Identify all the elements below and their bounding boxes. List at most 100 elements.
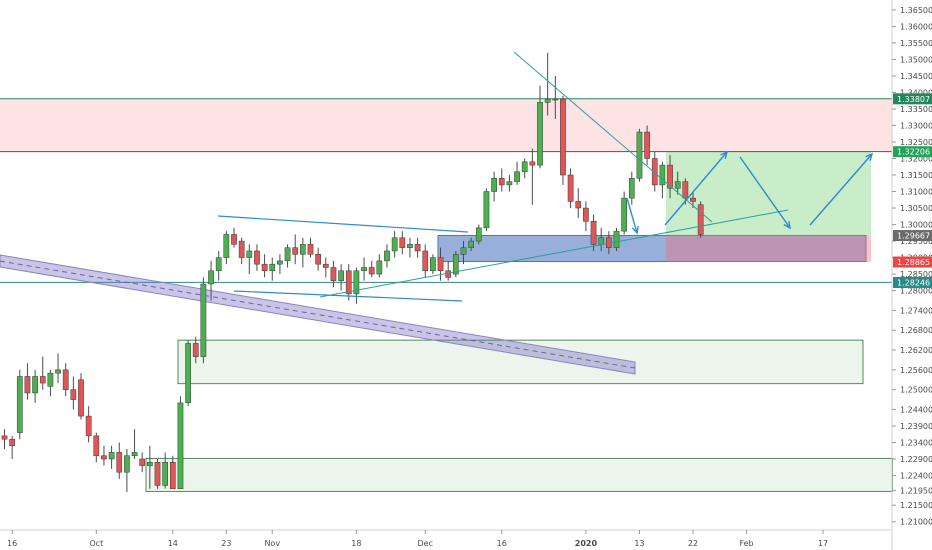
candle-body xyxy=(47,372,54,387)
y-tick-label: 1.25000 xyxy=(900,386,932,395)
candle-body xyxy=(514,171,520,182)
y-tick-label: 1.21000 xyxy=(900,518,932,527)
candle-body xyxy=(269,263,276,272)
candle-body xyxy=(24,376,31,394)
candle-body xyxy=(682,181,689,199)
candle-body xyxy=(659,164,666,186)
y-tick-label: 1.30000 xyxy=(900,221,932,230)
x-tick-label: 18 xyxy=(351,539,361,548)
candle-body xyxy=(231,234,237,245)
candle-body xyxy=(345,270,352,295)
candle-body xyxy=(116,452,123,473)
candle-body xyxy=(246,250,253,258)
triangle-lower-line xyxy=(233,290,463,302)
candle-body xyxy=(483,191,490,229)
price-tag-label: 1.28246 xyxy=(897,278,930,287)
candle-body xyxy=(307,244,314,255)
y-tick-label: 1.31500 xyxy=(900,171,932,180)
candle-body xyxy=(521,161,528,172)
candle-body xyxy=(613,230,620,248)
candle-body xyxy=(208,270,214,285)
candle-body xyxy=(491,178,497,192)
triangle-upper-line xyxy=(217,215,469,233)
candle-body xyxy=(384,250,390,262)
candle-body xyxy=(567,174,574,202)
x-tick-label: 16 xyxy=(7,539,17,548)
candle-body xyxy=(277,260,283,265)
candle-body xyxy=(330,267,337,281)
x-tick-label: 14 xyxy=(168,539,178,548)
rising-trendline xyxy=(319,209,789,298)
candle-body xyxy=(85,415,92,437)
candle-body xyxy=(697,204,704,235)
candle-body xyxy=(460,247,467,255)
y-tick-label: 1.25600 xyxy=(900,366,932,375)
candle-body xyxy=(192,343,199,357)
arrow-shaft xyxy=(626,197,638,234)
y-tick-label: 1.34000 xyxy=(900,88,932,97)
arrow-shaft xyxy=(739,156,791,229)
candle-body xyxy=(238,240,245,258)
y-tick-label: 1.24400 xyxy=(900,405,932,414)
falling-trendline xyxy=(513,51,713,223)
candle-body xyxy=(498,178,505,186)
candle-body xyxy=(590,220,597,245)
candle-body xyxy=(407,244,413,248)
y-tick-label: 1.21950 xyxy=(900,486,932,495)
candle-body xyxy=(261,263,268,272)
candle-body xyxy=(93,435,100,456)
price-tag-label: 1.32206 xyxy=(897,148,930,157)
candle-body xyxy=(62,369,69,390)
drawings-foreground xyxy=(217,51,874,302)
candle-body xyxy=(636,131,643,179)
candle-body xyxy=(154,462,161,486)
x-tick-label: Feb xyxy=(739,539,753,548)
candle-body xyxy=(575,201,582,209)
candle-body xyxy=(124,455,130,473)
candle-body xyxy=(674,181,681,189)
candle-body xyxy=(475,227,482,242)
candle-body xyxy=(1,435,8,440)
candle-body xyxy=(284,247,291,262)
candles xyxy=(1,52,704,493)
x-tick-label: 16 xyxy=(497,539,507,548)
y-tick-label: 1.32500 xyxy=(900,138,932,147)
y-tick-label: 1.30500 xyxy=(900,204,932,213)
y-tick-label: 1.32000 xyxy=(900,155,932,164)
candle-body xyxy=(315,254,321,265)
x-tick-label: 23 xyxy=(221,539,231,548)
candle-body xyxy=(177,402,184,489)
candle-body xyxy=(322,263,329,268)
candle-body xyxy=(430,257,436,272)
arrow-shaft xyxy=(809,153,873,226)
candle-body xyxy=(39,376,46,384)
price-tag xyxy=(893,276,932,288)
y-tick-label: 1.28000 xyxy=(900,287,932,296)
x-tick-label: 13 xyxy=(634,539,644,548)
x-tick-label: 2020 xyxy=(575,539,598,548)
y-tick-label: 1.23900 xyxy=(900,422,932,431)
candle-body xyxy=(78,379,84,417)
y-tick-label: 1.31000 xyxy=(900,188,932,197)
price-tag-label: 1.33807 xyxy=(897,95,930,104)
price-tag xyxy=(893,93,932,105)
arrow-head xyxy=(720,150,729,159)
candle-body xyxy=(353,270,360,295)
candle-body xyxy=(399,237,406,248)
projection-arrow-dip xyxy=(626,197,639,235)
candle-body xyxy=(108,452,115,460)
candle-body xyxy=(628,178,635,199)
target-zone xyxy=(666,151,871,236)
y-tick-label: 1.33500 xyxy=(900,105,932,114)
candle-body xyxy=(544,98,551,103)
y-tick-label: 1.26200 xyxy=(900,346,932,355)
candle-body xyxy=(300,244,306,255)
resistance-zone xyxy=(0,98,892,152)
candle-body xyxy=(667,164,673,189)
demand-zone-lower xyxy=(145,457,894,492)
price-tag xyxy=(893,230,932,242)
y-tick-label: 1.33000 xyxy=(900,121,932,130)
candle-body xyxy=(338,270,344,281)
candle-body xyxy=(139,458,146,466)
